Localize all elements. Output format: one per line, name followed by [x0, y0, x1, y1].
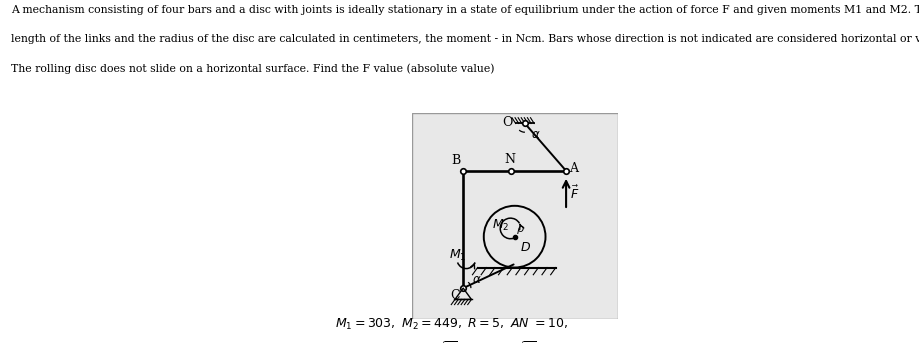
Text: $AB = 20,\ OA = 6\sqrt{2},\ CD = 10\sqrt{2}.$: $AB = 20,\ OA = 6\sqrt{2},\ CD = 10\sqrt…: [335, 339, 539, 343]
Text: $M_1$: $M_1$: [448, 248, 466, 263]
Text: $D$: $D$: [520, 241, 531, 255]
Text: A: A: [569, 162, 578, 175]
Text: $M_1 = 303,\ M_2 = 449,\ R = 5,\ AN\ {=}10,$: $M_1 = 303,\ M_2 = 449,\ R = 5,\ AN\ {=}…: [335, 317, 569, 332]
Text: N: N: [504, 153, 515, 166]
Text: $\alpha$: $\alpha$: [530, 128, 540, 141]
Text: C: C: [450, 289, 460, 302]
Text: $\vec{F}$: $\vec{F}$: [570, 184, 579, 202]
Text: length of the links and the radius of the disc are calculated in centimeters, th: length of the links and the radius of th…: [11, 34, 919, 44]
Text: B: B: [451, 154, 460, 167]
Text: $\alpha$: $\alpha$: [471, 273, 482, 286]
Text: $M_2$: $M_2$: [492, 218, 509, 233]
Text: A mechanism consisting of four bars and a disc with joints is ideally stationary: A mechanism consisting of four bars and …: [11, 5, 919, 15]
Text: O: O: [502, 116, 513, 129]
Text: The rolling disc does not slide on a horizontal surface. Find the F value (absol: The rolling disc does not slide on a hor…: [11, 63, 494, 74]
Text: $\rho$: $\rho$: [516, 224, 525, 236]
